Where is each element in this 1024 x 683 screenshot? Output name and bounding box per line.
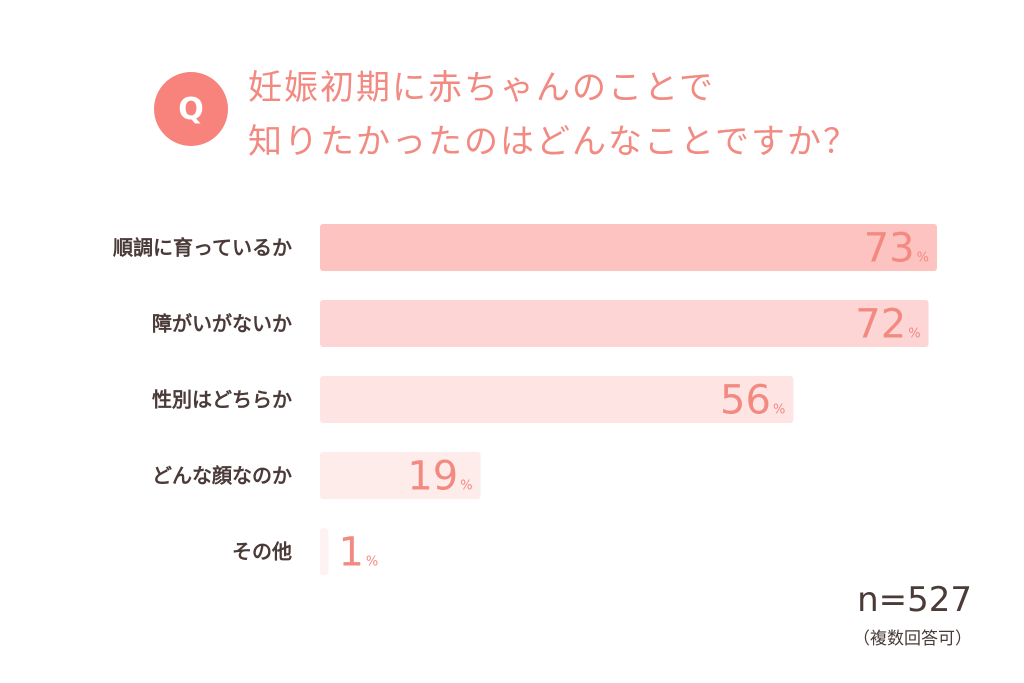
value-label-0: 73% xyxy=(864,226,929,272)
bar-1 xyxy=(320,300,929,347)
category-label-2: 性別はどちらか xyxy=(152,388,292,412)
q-badge: Q xyxy=(154,72,228,146)
category-label-4: その他 xyxy=(232,540,292,564)
bar-0 xyxy=(320,224,937,271)
category-label-1: 障がいがないか xyxy=(152,312,292,336)
value-label-3: 19% xyxy=(407,454,472,500)
bar-3 xyxy=(320,452,481,499)
bar-2 xyxy=(320,376,794,423)
category-label-0: 順調に育っているか xyxy=(113,236,292,260)
q-badge-letter: Q xyxy=(178,91,204,127)
bar-4 xyxy=(320,528,329,575)
value-label-2: 56% xyxy=(720,378,785,424)
chart-title-line-1: 妊娠初期に赤ちゃんのことで xyxy=(248,68,715,108)
sample-size: n=527 xyxy=(857,580,972,620)
sample-note: （複数回答可） xyxy=(853,629,972,649)
chart-title-line-2: 知りたかったのはどんなことですか？ xyxy=(248,122,859,162)
value-label-1: 72% xyxy=(855,302,920,348)
category-label-3: どんな顔なのか xyxy=(152,464,292,488)
value-label-4: 1% xyxy=(338,530,378,576)
